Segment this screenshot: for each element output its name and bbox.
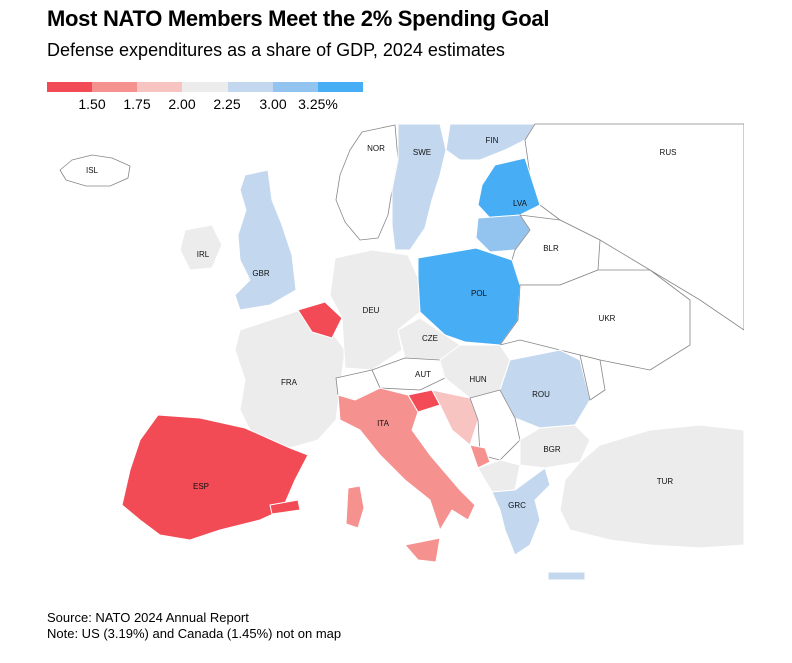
country-label-tur: TUR [657, 477, 674, 486]
country-shape-sardinia [345, 485, 365, 529]
legend-swatch [137, 82, 183, 92]
legend-swatch [182, 82, 228, 92]
country-shape-nor [335, 124, 399, 241]
country-shape-esp [121, 414, 309, 541]
legend-swatch [317, 82, 363, 92]
legend-swatch [272, 82, 318, 92]
country-shape-bgr [519, 424, 591, 469]
country-label-rou: ROU [532, 390, 550, 399]
country-shape-ita [337, 387, 476, 531]
legend-swatches [47, 82, 363, 92]
country-label-irl: IRL [197, 250, 210, 259]
country-shape-bel [297, 301, 343, 339]
country-label-fra: FRA [281, 378, 298, 387]
note-text: Note: US (3.19%) and Canada (1.45%) not … [47, 626, 342, 641]
country-shape-ukr [499, 269, 691, 371]
country-shape-isl [59, 154, 131, 187]
legend-label: 1.50 [78, 96, 106, 112]
country-shape-swe [391, 123, 447, 251]
country-label-pol: POL [471, 289, 488, 298]
country-label-gbr: GBR [252, 269, 270, 278]
legend-swatch [227, 82, 273, 92]
country-shape-gbr [234, 169, 297, 311]
country-shape-grc [491, 467, 551, 556]
country-shape-sicily [404, 537, 441, 563]
europe-map: ISL NOR SWE FIN RUS LVA BLR IRL GBR DEU … [59, 123, 744, 581]
country-shape-balearic [269, 499, 301, 515]
legend-label: 2.00 [168, 96, 196, 112]
legend-swatch [47, 82, 93, 92]
legend-swatch [92, 82, 138, 92]
color-legend: 1.50 1.75 2.00 2.25 3.00 3.25% [47, 82, 363, 114]
country-shape-irl [179, 224, 223, 271]
country-label-hun: HUN [469, 375, 487, 384]
source-note: Source: NATO 2024 Annual Report Note: US… [47, 610, 341, 642]
country-label-aut: AUT [415, 370, 431, 379]
country-shape-mne [469, 444, 491, 469]
legend-label: 2.25 [213, 96, 241, 112]
legend-label: 3.00 [259, 96, 287, 112]
country-shape-alb [477, 459, 521, 493]
country-label-grc: GRC [508, 501, 526, 510]
chart-title: Most NATO Members Meet the 2% Spending G… [47, 6, 550, 31]
country-label-cze: CZE [422, 334, 438, 343]
country-shape-mda [579, 354, 606, 401]
country-label-nor: NOR [367, 144, 385, 153]
country-label-swe: SWE [413, 148, 431, 157]
country-label-rus: RUS [660, 148, 677, 157]
country-label-isl: ISL [86, 166, 99, 175]
country-shape-crete [547, 571, 586, 581]
legend-label: 1.75 [123, 96, 151, 112]
country-label-esp: ESP [193, 482, 209, 491]
country-label-ukr: UKR [599, 314, 616, 323]
legend-label: 3.25% [298, 96, 338, 112]
chart-subtitle: Defense expenditures as a share of GDP, … [47, 40, 505, 60]
country-label-deu: DEU [363, 306, 380, 315]
country-shape-balkans [469, 389, 521, 461]
country-label-fin: FIN [486, 136, 499, 145]
country-label-bgr: BGR [543, 445, 561, 454]
country-shape-tur [559, 424, 744, 549]
country-label-blr: BLR [543, 244, 559, 253]
country-label-lva: LVA [513, 199, 528, 208]
source-text: Source: NATO 2024 Annual Report [47, 610, 249, 625]
country-label-ita: ITA [377, 419, 390, 428]
